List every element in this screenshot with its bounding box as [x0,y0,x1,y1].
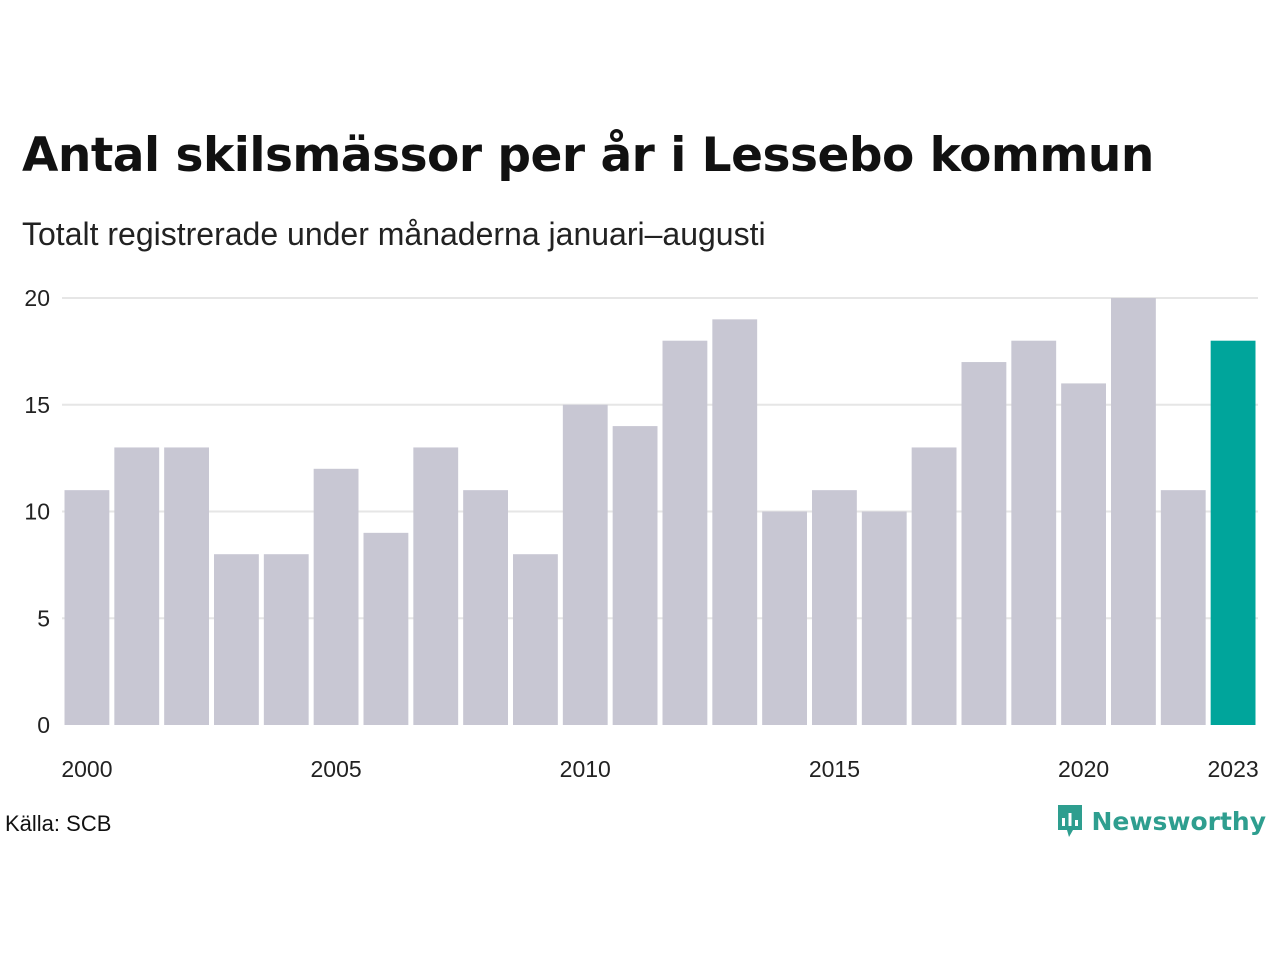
x-tick-label: 2010 [560,756,611,782]
bar-2000 [64,490,110,725]
bar-2019 [1011,340,1057,725]
bar-2023 [1210,340,1256,725]
bar-2010 [562,404,608,725]
y-tick-label: 15 [24,392,50,418]
y-tick-label: 20 [24,285,50,311]
bar-2013 [712,319,758,725]
bar-2006 [363,532,409,725]
bar-2014 [762,511,807,725]
y-tick-label: 5 [37,605,50,631]
x-tick-label: 2005 [310,756,361,782]
bar-2018 [961,362,1007,725]
newsworthy-logo: Newsworthy [1056,803,1267,839]
x-tick-label: 2023 [1207,756,1258,782]
y-axis: 0 5 10 15 20 [24,285,50,738]
x-tick-label: 2015 [809,756,860,782]
bar-2012 [662,340,708,725]
brand-name: Newsworthy [1091,806,1267,836]
bar-2017 [911,447,957,725]
gridlines [62,297,1258,620]
bar-2015 [812,490,857,725]
y-tick-label: 10 [24,499,50,525]
bar-2007 [413,447,459,725]
bar-2009 [513,554,558,725]
chart-subtitle: Totalt registrerade under månaderna janu… [22,216,766,252]
bar-2022 [1160,490,1206,725]
bar-2004 [263,554,309,725]
x-tick-label: 2000 [61,756,112,782]
bar-2020 [1061,383,1106,725]
bar-chart-speech-icon [1057,805,1082,837]
chart-title: Antal skilsmässor per år i Lessebo kommu… [22,128,1154,183]
bar-2011 [612,426,658,725]
bar-2005 [313,468,359,725]
x-tick-label: 2020 [1058,756,1109,782]
bar-2021 [1111,298,1156,725]
y-tick-label: 0 [37,712,50,738]
x-axis: 2000 2005 2010 2015 2020 2023 [61,756,1258,782]
bar-2008 [463,490,508,725]
bar-2003 [214,554,259,725]
bars [64,298,1256,725]
source-note: Källa: SCB [5,811,112,836]
bar-2002 [164,447,209,725]
bar-2001 [114,447,160,725]
bar-2016 [861,511,907,725]
